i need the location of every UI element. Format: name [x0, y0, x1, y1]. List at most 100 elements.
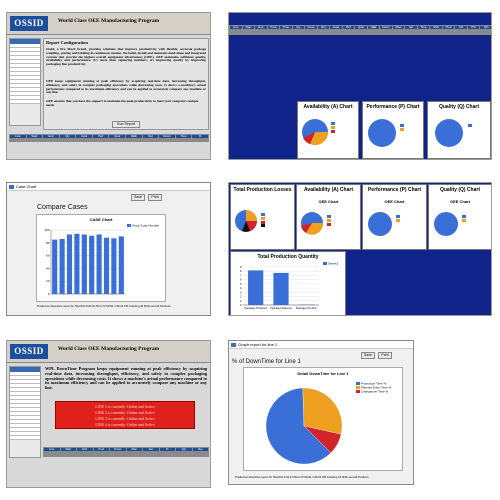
- sidebar-item[interactable]: [10, 88, 40, 92]
- line-status-3: LINE 3 is currently: Online and Active: [95, 417, 155, 421]
- save-button-2[interactable]: Save: [361, 352, 375, 359]
- y-tick-label: 20: [46, 279, 50, 283]
- sidebar-item[interactable]: [10, 408, 40, 412]
- graph-report-window: Graph report for line 1 Save Print % of …: [228, 340, 414, 485]
- oee-program-main-screenshot: OSSID World Class OEE Manufacturing Prog…: [6, 12, 211, 160]
- losses-pie: [235, 210, 257, 232]
- sidebar-item[interactable]: [10, 64, 40, 68]
- line-status-1: LINE 1 is currently: Online and Active: [95, 405, 155, 409]
- sidebar-item[interactable]: [10, 44, 40, 48]
- quantity-bar: [273, 272, 289, 305]
- summary-table: Line Start End Qty Avail Perf Qual OEE Rej Down Ti…: [9, 133, 209, 143]
- case-bar: [74, 233, 80, 294]
- quantity-legend-label: Series1: [328, 261, 339, 266]
- case-legend-label: Good Cycle Number: [132, 223, 160, 228]
- sidebar-item[interactable]: [10, 432, 40, 436]
- ossid-logo: OSSID: [10, 16, 48, 31]
- performance-chart-title: Performance (P) Chart: [366, 104, 420, 110]
- sidebar-item[interactable]: [10, 84, 40, 88]
- performance-chart-2-title: Performance (P) Chart: [367, 187, 422, 193]
- sidebar-item[interactable]: [10, 68, 40, 72]
- legend-planned: Planned Down Time %: [361, 385, 392, 390]
- sidebar-item[interactable]: [10, 76, 40, 80]
- pie-slice: [265, 387, 332, 465]
- app-title-2: World Class OEE Manufacturing Program: [57, 346, 160, 352]
- sidebar-item[interactable]: [10, 424, 40, 428]
- y-tick-label: 3: [240, 290, 242, 294]
- line-status-4: LINE 4 is currently: Online and Active: [95, 423, 155, 427]
- window-titlebar-2: Graph report for line 1: [229, 341, 413, 349]
- x-tick-label: Packages Rejected: [270, 307, 292, 310]
- downtime-pie-chart: Detail DownTime for Line 1 Production Ti…: [243, 367, 403, 471]
- sidebar-item[interactable]: [10, 388, 40, 392]
- y-tick-label: 40: [46, 266, 50, 270]
- case-chart-title: CASE Chart: [89, 217, 113, 222]
- sidebar-item[interactable]: [10, 400, 40, 404]
- sidebar-item[interactable]: [10, 48, 40, 52]
- downtime-legend: Production Time % Planned Down Time % Ch…: [356, 382, 391, 393]
- sidebar-item[interactable]: [10, 392, 40, 396]
- y-tick-label: 7: [240, 273, 242, 277]
- sidebar-item[interactable]: [10, 412, 40, 416]
- y-tick-label: 60: [46, 254, 50, 258]
- quality-chart-2-title: Quality (Q) Chart: [439, 187, 480, 193]
- case-bar: [81, 234, 87, 294]
- sidebar-item[interactable]: [10, 436, 40, 440]
- app-icon-2: [231, 343, 236, 347]
- run-report-button[interactable]: Run Report: [112, 121, 140, 128]
- case-chart: CASE Chart 0 20 40 60 80 100 Good Cycle Numbe…: [36, 214, 166, 302]
- sidebar-item[interactable]: [10, 380, 40, 384]
- sidebar-2: [9, 366, 41, 458]
- sidebar-item[interactable]: [10, 80, 40, 84]
- production-losses-chart: Total Production Losses: [230, 184, 295, 250]
- quality-legend: [468, 124, 473, 128]
- sidebar-item[interactable]: [10, 72, 40, 76]
- downtime-description: WPL DownTime Program keeps equipment run…: [45, 366, 207, 391]
- availability-chart-2: Availability (A) Chart OEE Chart: [296, 184, 361, 250]
- quality-chart-title: Quality (Q) Chart: [438, 104, 479, 110]
- sidebar-item[interactable]: [10, 416, 40, 420]
- losses-legend: [261, 213, 266, 228]
- quality-chart: Quality (Q) Chart: [427, 101, 491, 159]
- x-tick-label: Packages Pre-Run: [296, 307, 318, 310]
- y-tick-label: 80: [46, 241, 50, 245]
- case-bar: [52, 239, 58, 294]
- support-paragraph: OEE ensures that you have the support to…: [46, 99, 199, 107]
- availability-oee-label: OEE Chart: [318, 199, 339, 204]
- x-tick-label: Packages Produced: [244, 307, 267, 310]
- y-tick-label: 1: [240, 299, 242, 303]
- downtime-table: Line Start End Prod Down Plan Set% Qty Rej: [43, 446, 209, 458]
- print-button-2[interactable]: Print: [378, 352, 392, 359]
- print-button[interactable]: Print: [148, 194, 162, 201]
- report-footer: Production Downtime report for 5/1/2011 …: [37, 305, 171, 308]
- case-bar: [96, 234, 102, 294]
- app-header-2: OSSID World Class OEE Manufacturing Prog…: [7, 341, 210, 363]
- sidebar-item[interactable]: [10, 60, 40, 64]
- sidebar-item[interactable]: [10, 384, 40, 388]
- case-bar: [111, 238, 117, 294]
- sidebar-item[interactable]: [10, 96, 40, 100]
- quantity-legend: Series1: [323, 262, 338, 266]
- sidebar-item[interactable]: [10, 396, 40, 400]
- availability-legend-2: [327, 215, 332, 226]
- case-chart-window: Case Chart Save Print Compare Cases CASE…: [6, 182, 211, 316]
- y-tick-label: 100: [44, 228, 49, 232]
- sidebar-item[interactable]: [10, 404, 40, 408]
- performance-legend: [400, 124, 405, 132]
- sidebar-item[interactable]: [10, 420, 40, 424]
- sidebar-item[interactable]: [10, 92, 40, 96]
- sidebar-item[interactable]: [10, 376, 40, 380]
- sidebar-item[interactable]: [10, 52, 40, 56]
- performance-oee-label: OEE Chart: [384, 199, 405, 204]
- sidebar-item[interactable]: [10, 372, 40, 376]
- sidebar-item[interactable]: [10, 428, 40, 432]
- performance-pie: [368, 119, 396, 147]
- oee-dashboard-screenshot: Total Production Losses Availability (A)…: [228, 182, 492, 316]
- page-heading: Compare Cases: [37, 204, 88, 211]
- save-button[interactable]: Save: [131, 194, 145, 201]
- sidebar-item[interactable]: [10, 100, 40, 104]
- y-tick-label: 2: [240, 295, 242, 299]
- quantity-chart-title: Total Production Quantity: [257, 254, 319, 260]
- sidebar-item[interactable]: [10, 56, 40, 60]
- report-footer-2: Production Downtime report for 5/1/2011 …: [235, 476, 369, 479]
